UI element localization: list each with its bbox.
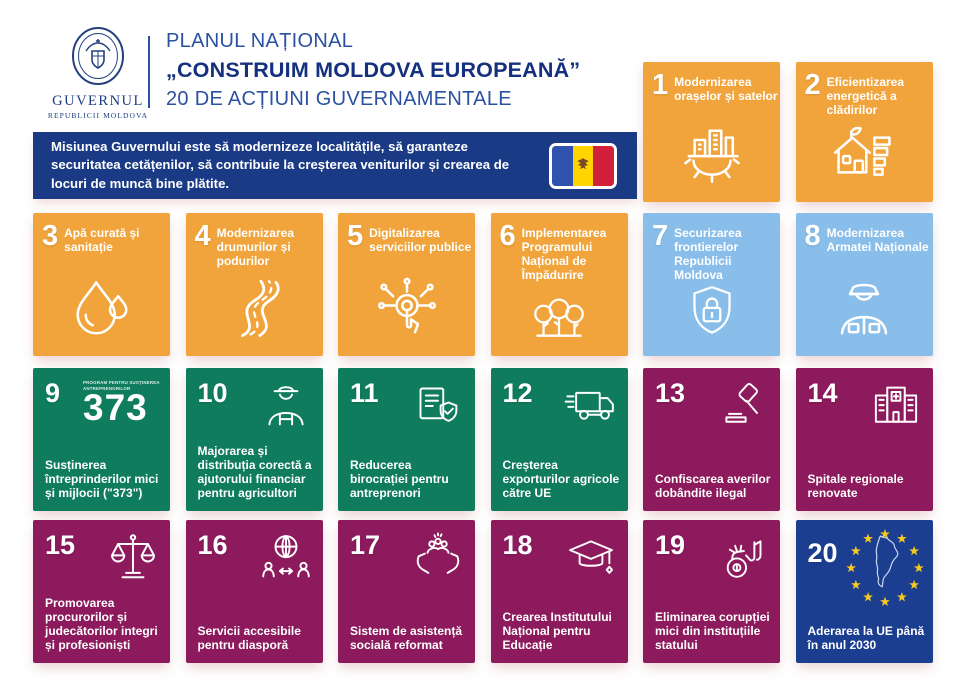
title-line-1: PLANUL NAȚIONAL bbox=[166, 30, 354, 52]
card-number: 15 bbox=[45, 530, 76, 560]
action-card-20: 20 Aderarea la UE până în anul 2030 bbox=[795, 520, 933, 663]
house-energy-icon bbox=[826, 118, 902, 197]
shield-lock-icon bbox=[678, 280, 746, 351]
card-label: Modernizarea drumurilor și podurilor bbox=[216, 226, 294, 269]
card-number: 18 bbox=[502, 530, 533, 560]
gavel-icon bbox=[715, 378, 771, 439]
card-number: 12 bbox=[502, 378, 533, 408]
card-number: 5 bbox=[347, 220, 364, 252]
card-label: Digitalizarea serviciilor publice bbox=[369, 226, 472, 255]
action-card-14: 14 Spitale regionale renovate bbox=[795, 368, 933, 511]
digital-services-icon bbox=[369, 272, 445, 351]
graduation-cap-icon bbox=[563, 530, 619, 591]
card-number: 4 bbox=[194, 220, 211, 252]
program-373-logo: PROGRAM PENTRU SUSȚINEREA ANTREPRENORILO… bbox=[83, 380, 161, 428]
hospital-icon bbox=[868, 378, 924, 439]
soldier-icon bbox=[826, 272, 902, 351]
water-drop-icon bbox=[64, 272, 140, 351]
card-number: 3 bbox=[42, 220, 59, 252]
card-label: Apă curată și sanitație bbox=[64, 226, 140, 255]
export-truck-icon bbox=[563, 378, 619, 439]
action-card-2: 2 Eficientizarea energetică a clădirilor bbox=[795, 62, 933, 202]
card-label: Aderarea la UE până în anul 2030 bbox=[807, 624, 925, 653]
card-label: Implementarea Programului Național de Îm… bbox=[521, 226, 607, 283]
card-label: Servicii accesibile pentru diasporă bbox=[197, 624, 301, 653]
card-number: 14 bbox=[807, 378, 838, 408]
action-card-19: 19 Eliminarea corupției mici din instituț… bbox=[643, 520, 780, 663]
action-card-1: 1 Modernizarea orașelor și satelor bbox=[643, 62, 780, 202]
card-number: 1 bbox=[652, 69, 669, 101]
card-label: Eficientizarea energetică a clădirilor bbox=[826, 75, 905, 118]
mission-banner: Misiunea Guvernului este să modernizeze … bbox=[33, 132, 637, 199]
action-card-13: 13 Confiscarea averilor dobândite ilegal bbox=[643, 368, 780, 511]
government-logo: GUVERNUL REPUBLICII MOLDOVA bbox=[42, 26, 154, 120]
card-number: 8 bbox=[804, 220, 821, 252]
folder-shield-icon bbox=[410, 378, 466, 439]
flag-eagle-emblem bbox=[577, 157, 589, 169]
action-card-10: 10 Majorarea și distribuția corectă a aju… bbox=[185, 368, 323, 511]
action-card-4: 4 Modernizarea drumurilor și podurilor bbox=[185, 213, 323, 356]
card-label: Confiscarea averilor dobândite ilegal bbox=[655, 472, 771, 501]
card-label: Promovarea procurorilor și judecătorilor… bbox=[45, 596, 158, 653]
card-number: 16 bbox=[197, 530, 228, 560]
card-label: Eliminarea corupției mici din instituții… bbox=[655, 610, 770, 653]
card-label: Reducerea birocrației pentru antreprenor… bbox=[350, 458, 449, 501]
program-373-caption: PROGRAM PENTRU SUSȚINEREA ANTREPRENORILO… bbox=[83, 380, 160, 391]
justice-scales-icon bbox=[105, 530, 161, 591]
globe-diaspora-icon bbox=[258, 530, 314, 591]
card-label: Modernizarea orașelor și satelor bbox=[674, 75, 778, 104]
header-divider bbox=[148, 36, 150, 108]
card-number: 20 bbox=[807, 538, 838, 568]
flag-red-stripe bbox=[593, 145, 614, 186]
action-card-5: 5 Digitalizarea serviciilor publice bbox=[338, 213, 475, 356]
title-line-2: „CONSTRUIM MOLDOVA EUROPEANĂ” bbox=[166, 58, 581, 82]
city-gear-icon bbox=[674, 118, 750, 197]
card-number: 9 bbox=[45, 378, 61, 408]
card-number: 7 bbox=[652, 220, 669, 252]
moldova-flag-icon bbox=[549, 142, 617, 189]
card-number: 6 bbox=[499, 220, 516, 252]
eu-moldova-icon bbox=[838, 526, 932, 615]
logo-subtitle: REPUBLICII MOLDOVA bbox=[47, 111, 149, 120]
action-card-3: 3 Apă curată și sanitație bbox=[33, 213, 170, 356]
forest-icon bbox=[525, 280, 593, 351]
card-number: 2 bbox=[804, 69, 821, 101]
card-label: Crearea Institutului Național pentru Edu… bbox=[502, 610, 612, 653]
handcuffs-icon bbox=[715, 530, 771, 591]
card-label: Susținerea întreprinderilor mici și mijl… bbox=[45, 458, 159, 501]
action-card-18: 18 Crearea Institutului Național pentru E… bbox=[490, 520, 628, 663]
card-label: Securizarea frontierelor Republicii Mold… bbox=[674, 226, 742, 283]
card-label: Sistem de asistență socială reformat bbox=[350, 624, 463, 653]
card-label: Creșterea exporturilor agricole către UE bbox=[502, 458, 620, 501]
state-seal-icon bbox=[70, 27, 126, 90]
title-line-3: 20 DE ACȚIUNI GUVERNAMENTALE bbox=[166, 88, 512, 110]
card-label: Majorarea și distribuția corectă a ajuto… bbox=[197, 444, 312, 501]
action-card-12: 12 Creșterea exporturilor agricole către … bbox=[490, 368, 628, 511]
action-card-15: 15 Promovarea procurorilor și judecătoril… bbox=[33, 520, 170, 663]
action-card-9: 9 PROGRAM PENTRU SUSȚINEREA ANTREPRENORIL… bbox=[33, 368, 170, 511]
action-card-11: 11 Reducerea birocrației pentru antrepren… bbox=[338, 368, 475, 511]
card-label: Spitale regionale renovate bbox=[807, 472, 904, 501]
card-number: 17 bbox=[350, 530, 381, 560]
action-card-7: 7 Securizarea frontierelor Republicii Mol… bbox=[643, 213, 780, 356]
mission-text: Misiunea Guvernului este să modernizeze … bbox=[51, 139, 510, 191]
social-care-icon bbox=[410, 530, 466, 591]
card-label: Modernizarea Armatei Naționale bbox=[826, 226, 929, 255]
card-number: 13 bbox=[655, 378, 686, 408]
road-icon bbox=[216, 272, 292, 351]
action-card-16: 16 Servicii accesibile pentru diasporă bbox=[185, 520, 323, 663]
program-373-number: 373 bbox=[83, 387, 148, 428]
card-number: 10 bbox=[197, 378, 228, 408]
card-number: 11 bbox=[350, 378, 379, 408]
action-card-6: 6 Implementarea Programului Național de Î… bbox=[490, 213, 628, 356]
logo-title: GUVERNUL bbox=[52, 93, 144, 109]
flag-blue-stripe bbox=[552, 145, 573, 186]
action-card-17: 17 Sistem de asistență socială reformat bbox=[338, 520, 475, 663]
farmer-icon bbox=[258, 378, 314, 439]
card-number: 19 bbox=[655, 530, 686, 560]
page-title: PLANUL NAȚIONAL „CONSTRUIM MOLDOVA EUROP… bbox=[166, 30, 580, 111]
action-card-8: 8 Modernizarea Armatei Naționale bbox=[795, 213, 933, 356]
